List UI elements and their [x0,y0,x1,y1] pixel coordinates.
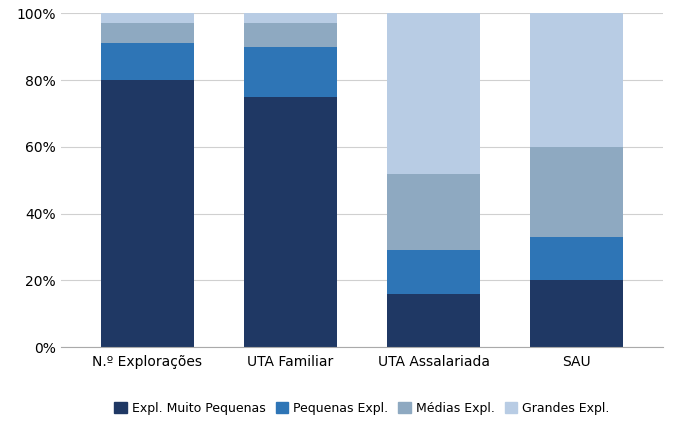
Bar [244,13,337,23]
Bar [244,47,337,97]
Bar [244,97,337,347]
Bar [530,147,623,237]
Bar [101,13,194,23]
Bar [101,44,194,80]
Bar [387,294,480,347]
Bar [387,13,480,174]
Bar [530,237,623,280]
Bar [387,250,480,294]
Bar [530,280,623,347]
Bar [530,13,623,147]
Bar [244,24,337,47]
Bar [101,80,194,347]
Legend: Expl. Muito Pequenas, Pequenas Expl., Médias Expl., Grandes Expl.: Expl. Muito Pequenas, Pequenas Expl., Mé… [109,397,615,420]
Bar [387,174,480,250]
Bar [101,23,194,43]
